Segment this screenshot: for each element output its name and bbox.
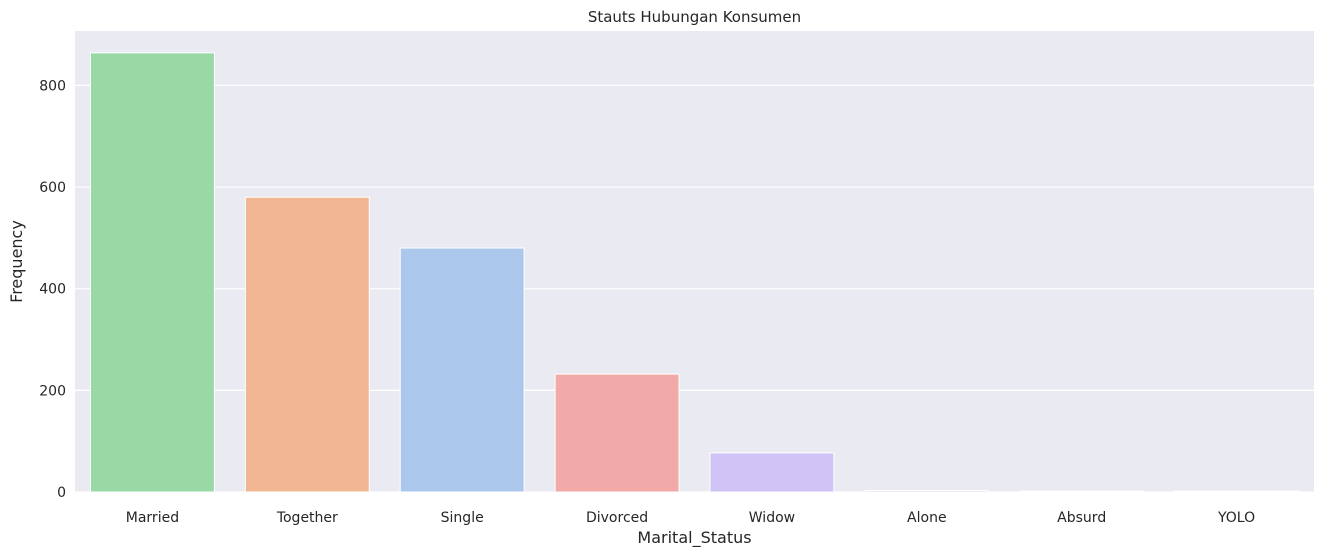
y-tick-label: 800 (39, 78, 66, 94)
x-axis-label: Marital_Status (637, 528, 751, 548)
bar-single (399, 247, 525, 493)
bar-widow (709, 452, 835, 493)
bar-divorced (554, 373, 680, 493)
x-tick-label: Absurd (1057, 510, 1106, 526)
x-tick-label: YOLO (1217, 510, 1255, 526)
bar-absurd (1019, 490, 1145, 493)
bars (89, 52, 1300, 493)
x-tick-label: Together (276, 510, 338, 526)
x-tick-label: Divorced (586, 510, 648, 526)
y-tick-label: 600 (39, 180, 66, 196)
y-tick-label: 200 (39, 383, 66, 399)
x-tick-label: Single (441, 510, 484, 526)
bar-alone (864, 489, 990, 493)
x-tick-label: Alone (907, 510, 947, 526)
x-tick-labels: Married Together Single Divorced Widow Alone A… (126, 510, 1255, 526)
bar-yolo (1174, 490, 1300, 493)
y-tick-labels: 0 200 400 600 800 (39, 78, 66, 501)
x-tick-label: Married (126, 510, 179, 526)
y-axis-label: Frequency (7, 220, 26, 303)
y-tick-label: 0 (57, 485, 66, 501)
bar-together (244, 196, 370, 493)
chart-title: Stauts Hubungan Konsumen (588, 8, 801, 26)
x-tick-label: Widow (749, 510, 795, 526)
bar-married (89, 52, 215, 493)
y-tick-label: 400 (39, 282, 66, 298)
